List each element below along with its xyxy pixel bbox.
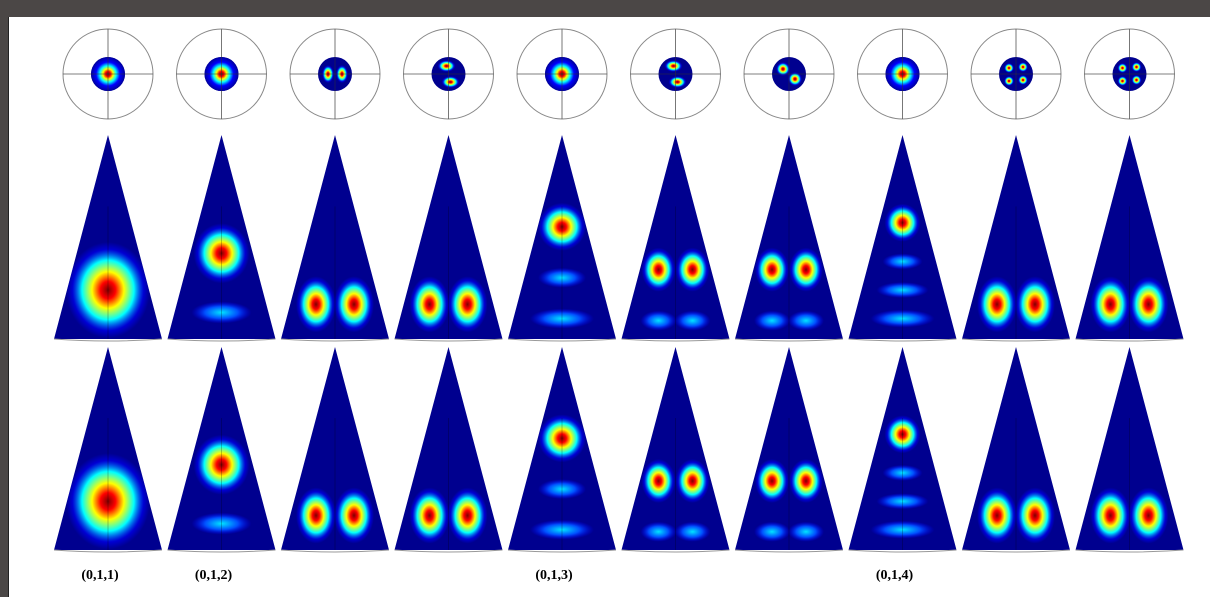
side-view-lower-5 xyxy=(507,347,617,553)
side-view-upper-9 xyxy=(961,135,1071,342)
side-view-upper-7 xyxy=(734,135,844,342)
side-view-upper-4 xyxy=(394,135,503,342)
side-view-lower-6 xyxy=(621,347,730,553)
mode-label: (0,1,2) xyxy=(194,568,233,583)
mode-label: (0,1,3) xyxy=(535,568,573,583)
mode-label: (0,1,1) xyxy=(81,568,119,583)
window-title-bar xyxy=(0,0,1210,17)
mode-label: (0,1,4) xyxy=(875,568,914,583)
polar-view-3 xyxy=(289,28,381,120)
side-view-lower-3 xyxy=(280,347,390,553)
side-view-upper-8 xyxy=(848,135,957,342)
side-view-lower-10 xyxy=(1075,347,1184,553)
polar-view-2 xyxy=(176,28,267,120)
side-view-upper-3 xyxy=(280,135,390,342)
side-view-lower-2 xyxy=(167,347,276,553)
side-view-upper-2 xyxy=(167,135,276,342)
polar-view-8 xyxy=(857,28,948,120)
figure-panel: (0,1,1) (0,1,2) (0,1,3) (0,1,4) xyxy=(8,17,1210,597)
side-view-upper-5 xyxy=(507,135,617,342)
side-view-lower-8 xyxy=(848,347,957,553)
polar-view-9 xyxy=(970,28,1062,120)
mode-pattern-figure xyxy=(53,28,1184,553)
side-view-lower-4 xyxy=(394,347,503,553)
polar-view-10 xyxy=(1084,28,1175,120)
polar-view-7 xyxy=(743,28,835,120)
side-view-lower-9 xyxy=(961,347,1071,553)
side-view-upper-1 xyxy=(53,135,163,342)
polar-view-6 xyxy=(630,28,721,120)
polar-view-4 xyxy=(403,28,494,120)
side-view-upper-10 xyxy=(1075,135,1184,342)
polar-view-5 xyxy=(516,28,608,120)
polar-view-1 xyxy=(62,28,154,120)
side-view-upper-6 xyxy=(621,135,730,342)
side-view-lower-1 xyxy=(53,347,163,553)
side-view-lower-7 xyxy=(734,347,844,553)
